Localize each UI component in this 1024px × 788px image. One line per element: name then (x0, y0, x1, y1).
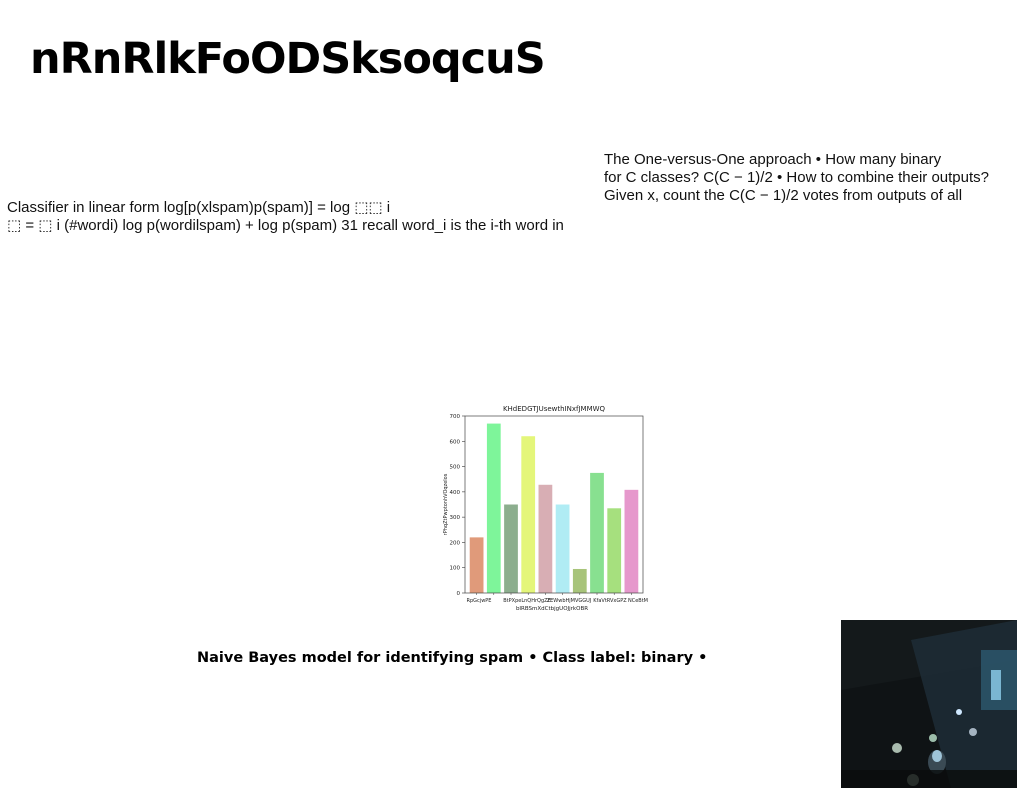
chart-bar (486, 423, 501, 593)
chart-bar (538, 484, 553, 593)
y-tick-label: 100 (450, 566, 461, 572)
plot-frame (464, 415, 644, 594)
chart-bar (572, 568, 587, 593)
chart-bar (624, 489, 639, 593)
y-axis-label: rPhqZtPwptonhVOqzelos (443, 473, 449, 535)
y-tick-label: 300 (450, 515, 461, 521)
y-tick-label: 700 (450, 414, 461, 420)
chart-bar (504, 504, 518, 593)
chart-bar (590, 472, 604, 593)
x-tick-label: RpGcjwPE (467, 598, 492, 604)
chart-bar (555, 504, 570, 593)
y-tick-label: 0 (457, 591, 461, 597)
x-tick-label: ZEWwbHjMVGGUJ (547, 598, 592, 604)
y-tick-label: 600 (450, 439, 461, 445)
bar-chart-svg: KHdEDGTJUsewthINxfJMMWQ 0 100 200 300 400 500 6… (443, 405, 648, 612)
slide-title: nRnRlkFoODSksoqcuS (30, 34, 546, 84)
chart-bar (521, 436, 536, 593)
gallery-photo-image (841, 620, 1017, 788)
x-tick-label: KfaVtRVxGPZ (593, 598, 627, 604)
y-tick-label: 400 (450, 490, 461, 496)
x-tick-label: BtPXpeLnQHrQgZE (503, 598, 550, 604)
classifier-text: Classifier in linear form log[p(xlspam)p… (7, 199, 564, 234)
y-tick-label: 200 (450, 540, 461, 546)
one-vs-one-text: The One-versus-One approach • How many b… (604, 151, 989, 204)
x-axis-label: bIRBSmXdCtbjgUOJjrkOBR (516, 606, 588, 612)
chart-bar (607, 508, 622, 593)
bar-chart: KHdEDGTJUsewthINxfJMMWQ 0 100 200 300 400 500 6… (438, 401, 648, 617)
chart-bar (469, 537, 484, 593)
x-tick-label: NCeBtM (628, 598, 648, 604)
naive-bayes-caption: Naive Bayes model for identifying spam •… (197, 650, 708, 666)
y-tick-label: 500 (450, 465, 461, 471)
chart-title: KHdEDGTJUsewthINxfJMMWQ (503, 405, 606, 413)
gallery-photo (841, 620, 1017, 788)
